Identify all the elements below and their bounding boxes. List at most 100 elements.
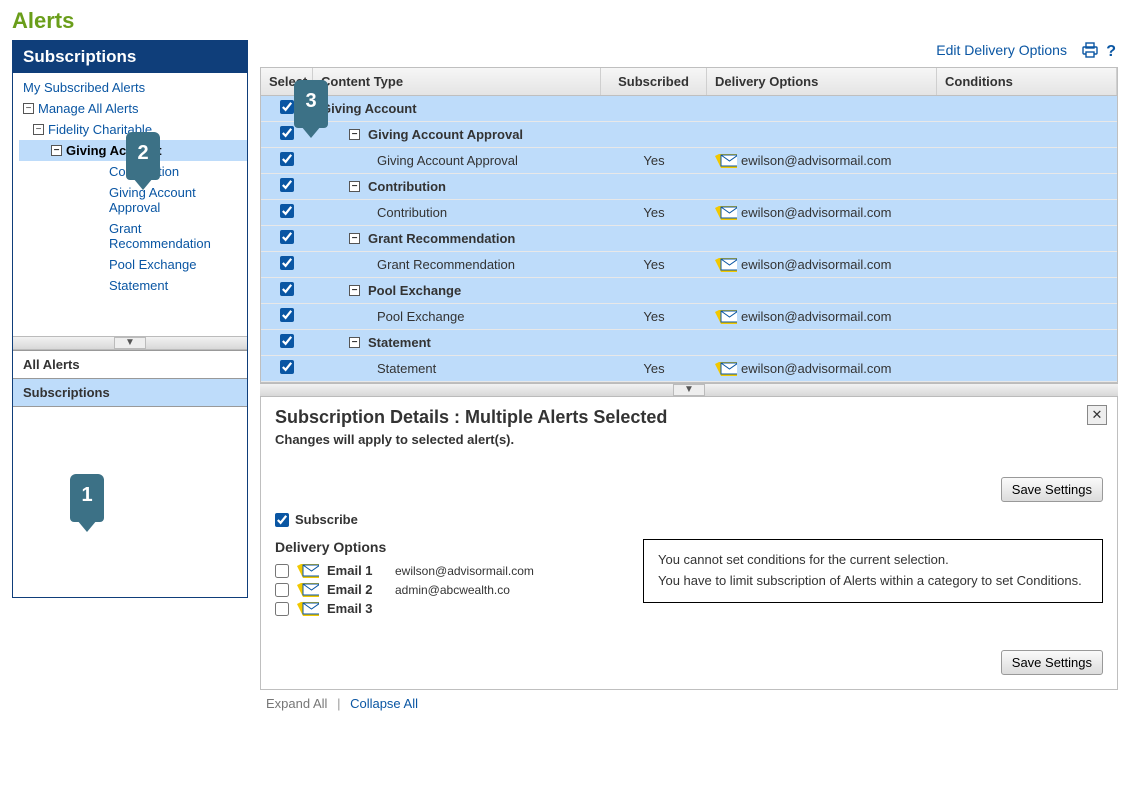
tree-link[interactable]: Statement bbox=[109, 278, 168, 293]
email3-checkbox[interactable] bbox=[275, 602, 289, 616]
sidebar-divider[interactable]: ▼ bbox=[13, 336, 247, 350]
collapse-icon[interactable]: − bbox=[349, 233, 360, 244]
collapse-icon[interactable]: − bbox=[349, 181, 360, 192]
mail-icon bbox=[297, 602, 319, 616]
email-option-3: Email 3 bbox=[275, 601, 615, 616]
email-option-2: Email 2 admin@abcwealth.co bbox=[275, 582, 615, 597]
callout-badge-3: 3 bbox=[294, 80, 328, 128]
grid-row-group[interactable]: −Statement bbox=[261, 330, 1117, 356]
tab-subscriptions[interactable]: Subscriptions bbox=[13, 379, 247, 407]
grid-row-item[interactable]: Statement Yes ewilson@advisormail.com bbox=[261, 356, 1117, 382]
row-subscribed: Yes bbox=[601, 149, 707, 172]
collapse-icon[interactable]: − bbox=[349, 337, 360, 348]
grid-row-root[interactable]: Giving Account bbox=[261, 96, 1117, 122]
row-email: ewilson@advisormail.com bbox=[741, 153, 891, 168]
conditions-message: You cannot set conditions for the curren… bbox=[643, 539, 1103, 603]
grid-body: Giving Account − Giving Account Approval … bbox=[261, 96, 1117, 382]
help-icon[interactable]: ? bbox=[1106, 43, 1116, 61]
row-checkbox[interactable] bbox=[280, 126, 294, 140]
main: Edit Delivery Options ? Select Content T… bbox=[260, 40, 1118, 711]
row-email: ewilson@advisormail.com bbox=[741, 205, 891, 220]
email2-checkbox[interactable] bbox=[275, 583, 289, 597]
email1-checkbox[interactable] bbox=[275, 564, 289, 578]
row-checkbox[interactable] bbox=[280, 334, 294, 348]
expand-all-link[interactable]: Expand All bbox=[266, 696, 327, 711]
callout-badge-1: 1 bbox=[70, 474, 104, 522]
subscribe-checkbox[interactable] bbox=[275, 513, 289, 527]
row-checkbox[interactable] bbox=[280, 204, 294, 218]
row-email: ewilson@advisormail.com bbox=[741, 309, 891, 324]
tree-manage-all[interactable]: −Manage All Alerts bbox=[19, 98, 247, 119]
email1-address: ewilson@advisormail.com bbox=[395, 564, 534, 578]
row-checkbox[interactable] bbox=[280, 282, 294, 296]
grid-row-item[interactable]: Contribution Yes ewilson@advisormail.com bbox=[261, 200, 1117, 226]
email1-label: Email 1 bbox=[327, 563, 387, 578]
col-header-conditions[interactable]: Conditions bbox=[937, 68, 1117, 95]
row-checkbox[interactable] bbox=[280, 308, 294, 322]
row-checkbox[interactable] bbox=[280, 230, 294, 244]
grid-row-group[interactable]: −Giving Account Approval bbox=[261, 122, 1117, 148]
row-email: ewilson@advisormail.com bbox=[741, 257, 891, 272]
tree-pool[interactable]: Pool Exchange bbox=[19, 254, 247, 275]
row-label: Giving Account bbox=[321, 101, 417, 116]
sidebar-filler bbox=[13, 407, 247, 597]
grid-row-group[interactable]: −Pool Exchange bbox=[261, 278, 1117, 304]
delivery-options-section: Delivery Options Email 1 ewilson@advisor… bbox=[275, 539, 615, 620]
row-checkbox[interactable] bbox=[280, 178, 294, 192]
row-label: Grant Recommendation bbox=[377, 257, 515, 272]
email-option-1: Email 1 ewilson@advisormail.com bbox=[275, 563, 615, 578]
grid-row-group[interactable]: −Grant Recommendation bbox=[261, 226, 1117, 252]
save-settings-button-bottom[interactable]: Save Settings bbox=[1001, 650, 1103, 675]
edit-delivery-link[interactable]: Edit Delivery Options bbox=[936, 42, 1067, 58]
tree-link[interactable]: My Subscribed Alerts bbox=[23, 80, 145, 95]
row-checkbox[interactable] bbox=[280, 256, 294, 270]
tree-grant[interactable]: Grant Recommendation bbox=[19, 218, 247, 254]
collapse-icon[interactable]: − bbox=[349, 129, 360, 140]
collapse-icon[interactable]: − bbox=[349, 285, 360, 296]
page-title: Alerts bbox=[0, 0, 1130, 40]
col-header-subscribed[interactable]: Subscribed bbox=[601, 68, 707, 95]
grid-row-item[interactable]: Pool Exchange Yes ewilson@advisormail.co… bbox=[261, 304, 1117, 330]
tree-statement[interactable]: Statement bbox=[19, 275, 247, 296]
mail-icon bbox=[715, 154, 737, 168]
print-icon[interactable] bbox=[1081, 42, 1099, 61]
row-checkbox[interactable] bbox=[280, 152, 294, 166]
mail-icon bbox=[715, 258, 737, 272]
row-label: Contribution bbox=[368, 179, 446, 194]
chevron-down-icon: ▼ bbox=[673, 384, 705, 396]
row-label: Pool Exchange bbox=[377, 309, 464, 324]
collapse-icon[interactable]: − bbox=[51, 145, 62, 156]
grid-row-group[interactable]: −Contribution bbox=[261, 174, 1117, 200]
subscribe-label: Subscribe bbox=[295, 512, 358, 527]
subscription-details-panel: ✕ Subscription Details : Multiple Alerts… bbox=[260, 397, 1118, 690]
callout-badge-2: 2 bbox=[126, 132, 160, 180]
row-label: Giving Account Approval bbox=[368, 127, 523, 142]
collapse-icon[interactable]: − bbox=[23, 103, 34, 114]
save-settings-button-top[interactable]: Save Settings bbox=[1001, 477, 1103, 502]
row-checkbox[interactable] bbox=[280, 360, 294, 374]
mail-icon bbox=[715, 310, 737, 324]
grid-row-item[interactable]: Giving Account Approval Yes ewilson@advi… bbox=[261, 148, 1117, 174]
tree-my-subscribed[interactable]: My Subscribed Alerts bbox=[19, 77, 247, 98]
tree-link[interactable]: Pool Exchange bbox=[109, 257, 196, 272]
col-header-content[interactable]: Content Type bbox=[313, 68, 601, 95]
tree-link[interactable]: Grant Recommendation bbox=[109, 221, 243, 251]
col-header-delivery[interactable]: Delivery Options bbox=[707, 68, 937, 95]
tree-link[interactable]: Manage All Alerts bbox=[38, 101, 138, 116]
row-subscribed: Yes bbox=[601, 253, 707, 276]
chevron-down-icon: ▼ bbox=[114, 337, 146, 349]
conditions-line-1: You cannot set conditions for the curren… bbox=[658, 550, 1088, 571]
grid-divider[interactable]: ▼ bbox=[260, 383, 1118, 397]
collapse-icon[interactable]: − bbox=[33, 124, 44, 135]
tree-link[interactable]: Giving Account Approval bbox=[109, 185, 243, 215]
alerts-grid: Select Content Type Subscribed Delivery … bbox=[260, 67, 1118, 383]
tab-all-alerts[interactable]: All Alerts bbox=[13, 351, 247, 379]
grid-row-item[interactable]: Grant Recommendation Yes ewilson@advisor… bbox=[261, 252, 1117, 278]
row-checkbox[interactable] bbox=[280, 100, 294, 114]
sidebar-tree: My Subscribed Alerts −Manage All Alerts … bbox=[13, 73, 247, 336]
collapse-all-link[interactable]: Collapse All bbox=[350, 696, 418, 711]
sidebar-header: Subscriptions bbox=[13, 41, 247, 73]
close-button[interactable]: ✕ bbox=[1087, 405, 1107, 425]
details-title: Subscription Details : Multiple Alerts S… bbox=[275, 407, 1103, 428]
mail-icon bbox=[715, 206, 737, 220]
